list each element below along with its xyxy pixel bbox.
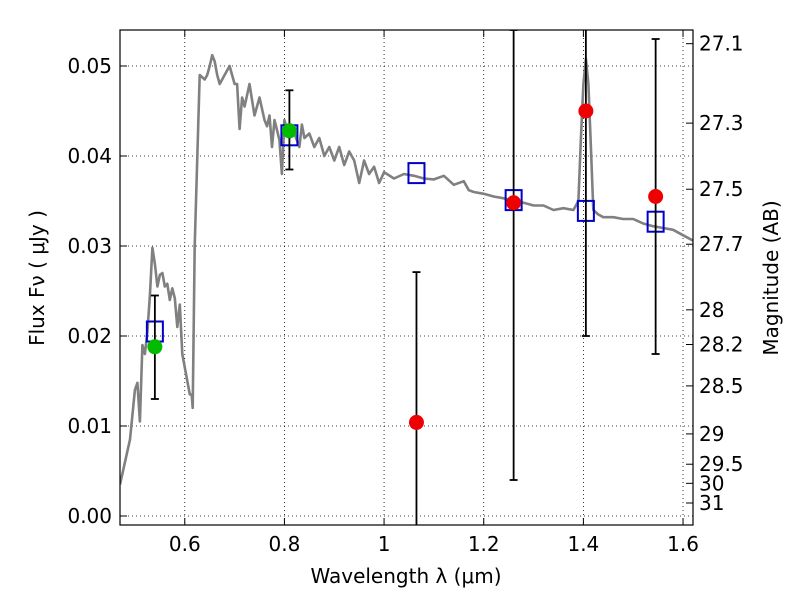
right-tick-label: 27.7	[699, 232, 744, 256]
right-tick-label: 30	[699, 471, 724, 495]
x-axis-label: Wavelength λ (μm)	[310, 564, 501, 588]
right-tick-label: 27.3	[699, 111, 744, 135]
right-tick-label: 31	[699, 491, 724, 515]
right-tick-label: 28	[699, 298, 724, 322]
right-tick-label: 28.2	[699, 333, 744, 357]
y-tick-label: 0.03	[67, 234, 112, 258]
y-tick-label: 0.02	[67, 324, 112, 348]
plot-area	[120, 30, 693, 525]
grid	[120, 30, 693, 525]
y-tick-label: 0.04	[67, 144, 112, 168]
y-tick-label: 0.05	[67, 54, 112, 78]
right-tick-label: 28.5	[699, 374, 744, 398]
upper-limit-point	[578, 103, 594, 119]
model-photometry-square	[407, 162, 426, 185]
right-tick-label: 29	[699, 422, 724, 446]
right-tick-label: 29.5	[699, 452, 744, 476]
x-tick-label: 0.6	[169, 532, 201, 556]
upper-limit-point	[506, 195, 522, 211]
axes: 0.6 0.8 1 1.2 1.4 1.6 0.00 0.01 0.02 0.03 0.04 0.05…	[67, 30, 744, 556]
x-tick-label: 0.8	[269, 532, 301, 556]
right-tick-label: 27.1	[699, 32, 744, 56]
detection-point	[147, 339, 163, 355]
x-tick-label: 1.6	[667, 532, 699, 556]
model-spectrum-line	[120, 53, 693, 485]
detection-point	[281, 123, 297, 139]
y-axis-label: Flux Fν ( μJy )	[25, 210, 49, 346]
y-tick-label: 0.01	[67, 414, 112, 438]
y-tick-label: 0.00	[67, 504, 112, 528]
plot-frame	[119, 29, 694, 526]
x-tick-label: 1.4	[567, 532, 599, 556]
right-tick-label: 27.5	[699, 177, 744, 201]
x-tick-label: 1.2	[468, 532, 500, 556]
x-tick-label: 1	[378, 532, 391, 556]
upper-limit-point	[648, 189, 664, 204]
upper-limit-point	[408, 414, 424, 430]
right-axis-label: Magnitude (AB)	[759, 200, 783, 355]
